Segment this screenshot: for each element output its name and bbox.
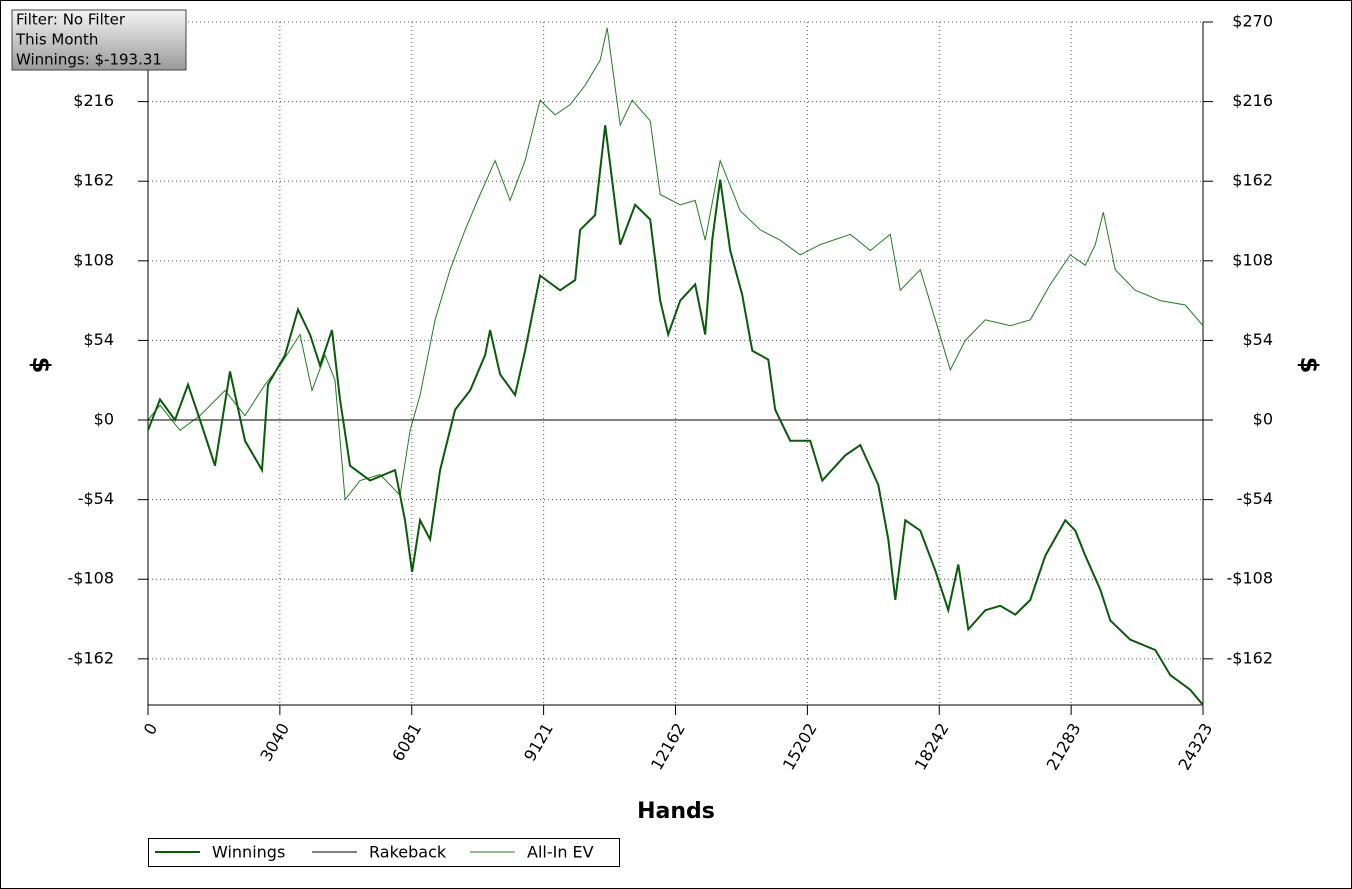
- filter-text: Winnings: $-193.31: [16, 51, 162, 69]
- y2-tick-label: $108: [1232, 250, 1273, 269]
- y2-tick-label: $54: [1242, 330, 1273, 349]
- y-tick-label: $162: [73, 171, 114, 190]
- y-axis-title: $: [27, 357, 55, 374]
- series-line: [147, 27, 1204, 501]
- filter-text: This Month: [15, 31, 98, 49]
- legend-label: All-In EV: [527, 843, 594, 862]
- y-tick-label: $216: [73, 91, 114, 110]
- y2-tick-label: $0: [1253, 410, 1273, 429]
- y-tick-label: -$162: [68, 648, 115, 667]
- filter-text: Filter: No Filter: [16, 11, 126, 29]
- series-line: [147, 125, 1204, 706]
- y2-tick-label: $162: [1232, 171, 1273, 190]
- legend-label: Rakeback: [369, 843, 447, 862]
- y-tick-label: $108: [73, 250, 114, 269]
- x-axis-title: Hands: [637, 799, 715, 824]
- y-tick-label: -$54: [78, 489, 114, 508]
- filter-box: [11, 9, 187, 71]
- y-tick-label: -$108: [68, 569, 115, 588]
- y2-axis-title: $: [1295, 357, 1323, 374]
- y2-tick-label: $216: [1232, 91, 1273, 110]
- legend-label: Winnings: [212, 843, 285, 862]
- y-tick-label: $54: [83, 330, 114, 349]
- y2-tick-label: -$108: [1227, 569, 1274, 588]
- y2-tick-label: -$162: [1227, 648, 1274, 667]
- y2-tick-label: $270: [1232, 12, 1273, 31]
- legend: [148, 838, 620, 867]
- y2-tick-label: -$54: [1237, 489, 1273, 508]
- y-tick-label: $0: [94, 410, 114, 429]
